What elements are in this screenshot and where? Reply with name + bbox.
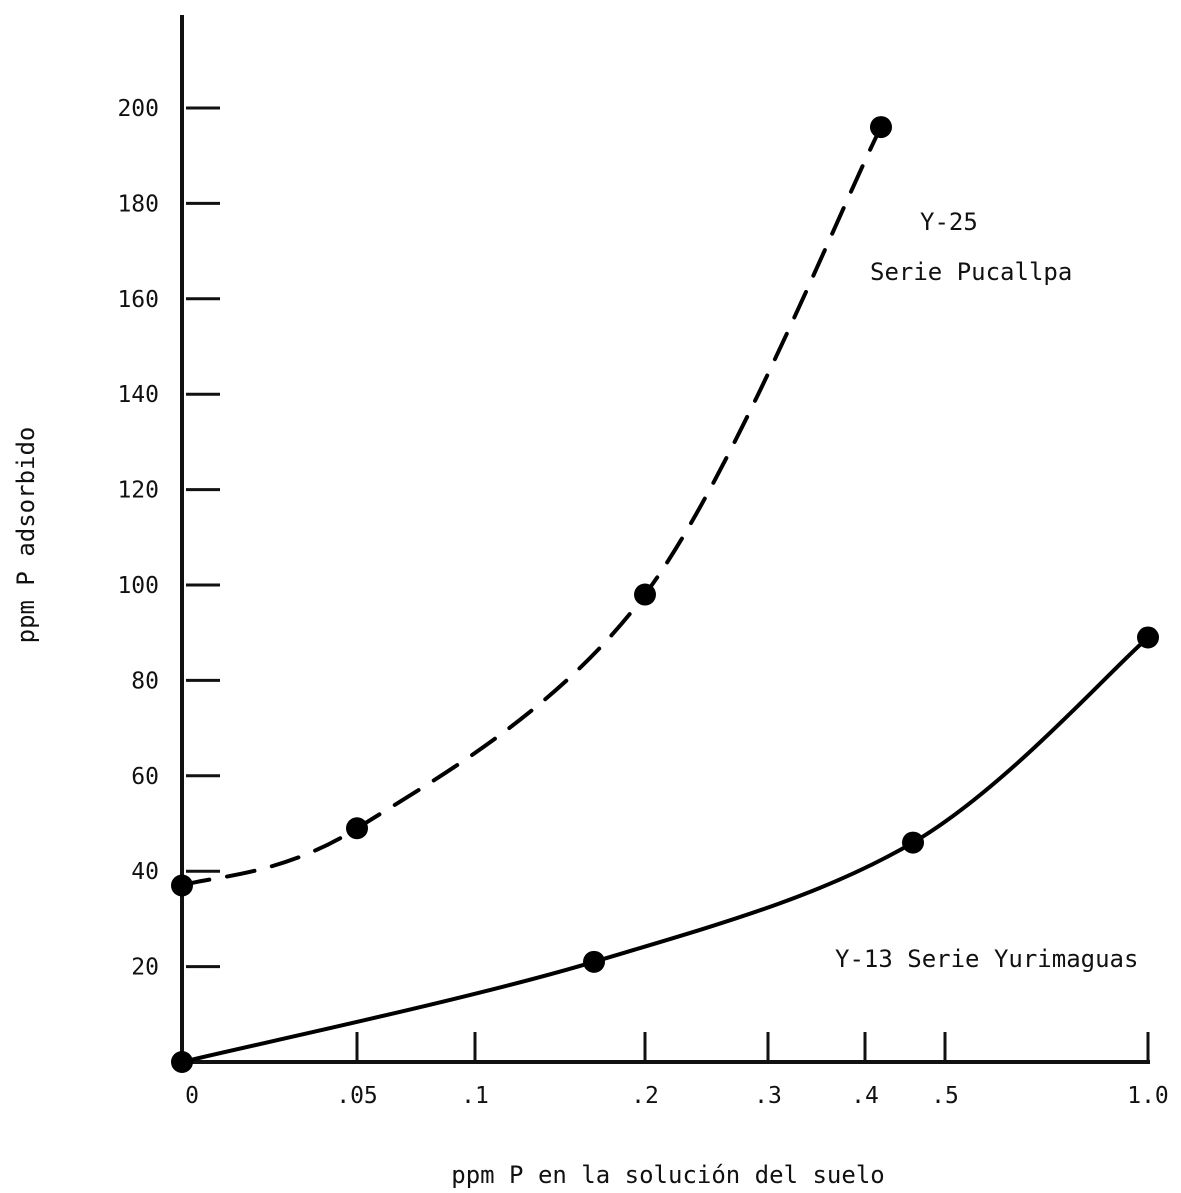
curves [180,125,1150,1064]
y-axis-title: ppm P adsorbido [12,427,40,644]
series-label-y25-line2: Serie Pucallpa [870,258,1072,286]
y-tick-label: 120 [117,478,159,504]
series-label-y25-line1: Y-25 [920,208,978,236]
data-point [171,874,193,897]
x-axis-title: ppm P en la solución del suelo [451,1161,884,1189]
y-tick-label: 60 [131,764,159,790]
y-tick-label: 20 [131,955,159,981]
data-point [634,583,656,606]
series-line-0 [180,125,883,888]
y-tick-label: 180 [117,191,159,217]
y-tick-label: 160 [117,287,159,313]
data-point [171,1051,193,1073]
series-label-y13: Y-13 Serie Yurimaguas [835,945,1138,973]
data-point [1137,626,1159,649]
x-tick-label: .4 [851,1083,879,1109]
data-point [346,817,368,840]
x-tick-label: 0 [185,1083,199,1109]
points [171,116,1159,1073]
x-tick-label: .05 [336,1083,378,1109]
y-tick-label: 140 [117,382,159,408]
data-point [870,116,892,139]
y-tick-label: 100 [117,573,159,599]
series-line-1 [180,635,1150,1064]
y-ticks: 20 40 60 80 100 120 140 160 180 200 [117,96,220,981]
data-point [583,950,605,973]
x-tick-label: .1 [461,1083,489,1109]
y-tick-label: 40 [131,859,159,885]
x-tick-label: .5 [931,1083,959,1109]
x-tick-label: .3 [754,1083,782,1109]
x-ticks: 0 .05 .1 .2 .3 .4 .5 1.0 [185,1032,1169,1109]
y-tick-label: 200 [117,96,159,122]
y-tick-label: 80 [131,668,159,694]
data-point [902,831,924,854]
x-tick-label: 1.0 [1127,1083,1169,1109]
x-tick-label: .2 [631,1083,659,1109]
axes [180,15,1150,1064]
